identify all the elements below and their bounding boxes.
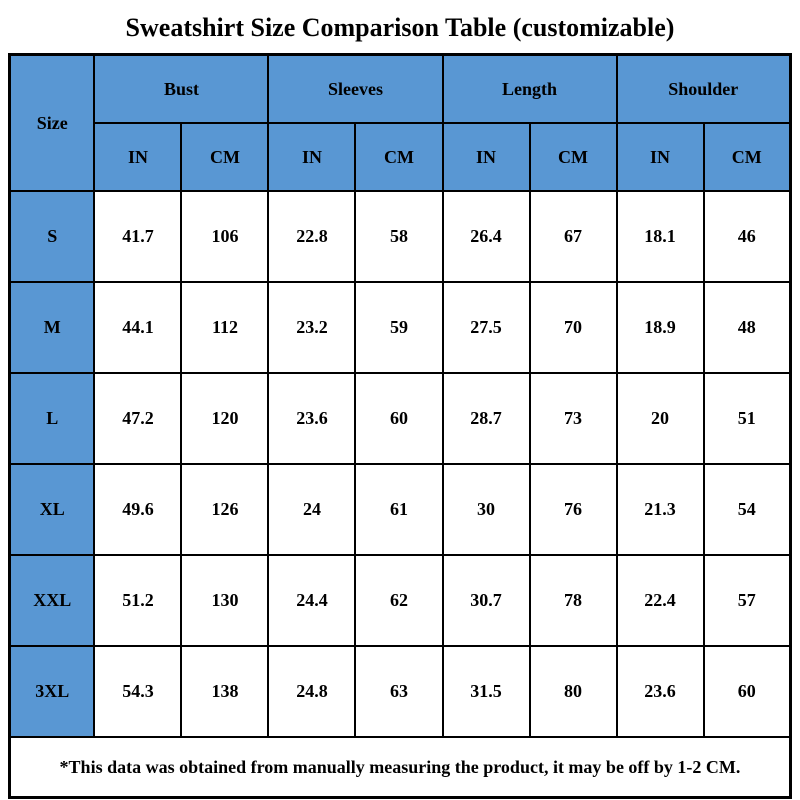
- cell-xl-shoulder-cm: 54: [702, 463, 792, 556]
- cell-s-shoulder-in: 18.1: [615, 190, 705, 283]
- footnote-row: *This data was obtained from manually me…: [8, 736, 792, 799]
- cell-xl-length-cm: 76: [528, 463, 618, 556]
- cell-l-bust-cm: 120: [180, 372, 270, 465]
- column-group-length: Length: [441, 53, 618, 124]
- cell-s-bust-in: 41.7: [93, 190, 183, 283]
- cell-m-length-in: 27.5: [441, 281, 531, 374]
- cell-3xl-length-cm: 80: [528, 645, 618, 738]
- cell-xl-bust-cm: 126: [180, 463, 270, 556]
- cell-l-shoulder-in: 20: [615, 372, 705, 465]
- cell-xxl-shoulder-cm: 57: [702, 554, 792, 647]
- cell-3xl-shoulder-cm: 60: [702, 645, 792, 738]
- unit-header-sleeves-in: IN: [267, 122, 357, 192]
- unit-header-bust-in: IN: [93, 122, 183, 192]
- cell-m-length-cm: 70: [528, 281, 618, 374]
- cell-s-bust-cm: 106: [180, 190, 270, 283]
- cell-s-length-cm: 67: [528, 190, 618, 283]
- cell-s-length-in: 26.4: [441, 190, 531, 283]
- cell-3xl-bust-in: 54.3: [93, 645, 183, 738]
- cell-l-length-in: 28.7: [441, 372, 531, 465]
- cell-xl-shoulder-in: 21.3: [615, 463, 705, 556]
- cell-xxl-sleeves-cm: 62: [354, 554, 444, 647]
- cell-3xl-shoulder-in: 23.6: [615, 645, 705, 738]
- cell-m-shoulder-in: 18.9: [615, 281, 705, 374]
- cell-s-sleeves-in: 22.8: [267, 190, 357, 283]
- cell-xxl-bust-cm: 130: [180, 554, 270, 647]
- table-row-3xl: 3XL 54.3 138 24.8 63 31.5 80 23.6 60: [8, 645, 792, 738]
- cell-3xl-length-in: 31.5: [441, 645, 531, 738]
- header-group-row: Size Bust Sleeves Length Shoulder: [8, 53, 792, 192]
- column-group-bust: Bust: [93, 53, 270, 124]
- cell-m-bust-cm: 112: [180, 281, 270, 374]
- cell-xxl-length-cm: 78: [528, 554, 618, 647]
- table-row-xxl: XXL 51.2 130 24.4 62 30.7 78 22.4 57: [8, 554, 792, 647]
- cell-xl-sleeves-in: 24: [267, 463, 357, 556]
- table-row-m: M 44.1 112 23.2 59 27.5 70 18.9 48: [8, 281, 792, 374]
- column-group-shoulder: Shoulder: [615, 53, 792, 124]
- cell-l-shoulder-cm: 51: [702, 372, 792, 465]
- cell-m-bust-in: 44.1: [93, 281, 183, 374]
- cell-xl-length-in: 30: [441, 463, 531, 556]
- cell-s-sleeves-cm: 58: [354, 190, 444, 283]
- row-header-m: M: [8, 281, 96, 374]
- column-header-size: Size: [8, 53, 96, 192]
- table-row-xl: XL 49.6 126 24 61 30 76 21.3 54: [8, 463, 792, 556]
- cell-3xl-bust-cm: 138: [180, 645, 270, 738]
- cell-l-bust-in: 47.2: [93, 372, 183, 465]
- header-unit-row: IN CM IN CM IN CM IN CM: [9, 122, 792, 192]
- unit-header-length-cm: CM: [528, 122, 618, 192]
- row-header-l: L: [8, 372, 96, 465]
- unit-header-shoulder-in: IN: [615, 122, 705, 192]
- unit-header-length-in: IN: [441, 122, 531, 192]
- unit-header-bust-cm: CM: [180, 122, 270, 192]
- page-title: Sweatshirt Size Comparison Table (custom…: [125, 13, 675, 42]
- cell-l-sleeves-cm: 60: [354, 372, 444, 465]
- cell-xxl-shoulder-in: 22.4: [615, 554, 705, 647]
- cell-xl-bust-in: 49.6: [93, 463, 183, 556]
- cell-m-shoulder-cm: 48: [702, 281, 792, 374]
- cell-3xl-sleeves-cm: 63: [354, 645, 444, 738]
- row-header-3xl: 3XL: [8, 645, 96, 738]
- unit-header-sleeves-cm: CM: [354, 122, 444, 192]
- row-header-xl: XL: [8, 463, 96, 556]
- row-header-s: S: [8, 190, 96, 283]
- cell-m-sleeves-cm: 59: [354, 281, 444, 374]
- size-comparison-table: Size Bust Sleeves Length Shoulder IN CM …: [7, 53, 793, 799]
- cell-3xl-sleeves-in: 24.8: [267, 645, 357, 738]
- table-row-s: S 41.7 106 22.8 58 26.4 67 18.1 46: [8, 190, 792, 283]
- cell-l-length-cm: 73: [528, 372, 618, 465]
- footnote-text: *This data was obtained from manually me…: [8, 736, 792, 799]
- cell-l-sleeves-in: 23.6: [267, 372, 357, 465]
- cell-xxl-length-in: 30.7: [441, 554, 531, 647]
- table-row-l: L 47.2 120 23.6 60 28.7 73 20 51: [8, 372, 792, 465]
- column-group-sleeves: Sleeves: [267, 53, 444, 124]
- unit-header-shoulder-cm: CM: [702, 122, 792, 192]
- row-header-xxl: XXL: [8, 554, 96, 647]
- cell-m-sleeves-in: 23.2: [267, 281, 357, 374]
- cell-xl-sleeves-cm: 61: [354, 463, 444, 556]
- cell-xxl-bust-in: 51.2: [93, 554, 183, 647]
- cell-s-shoulder-cm: 46: [702, 190, 792, 283]
- cell-xxl-sleeves-in: 24.4: [267, 554, 357, 647]
